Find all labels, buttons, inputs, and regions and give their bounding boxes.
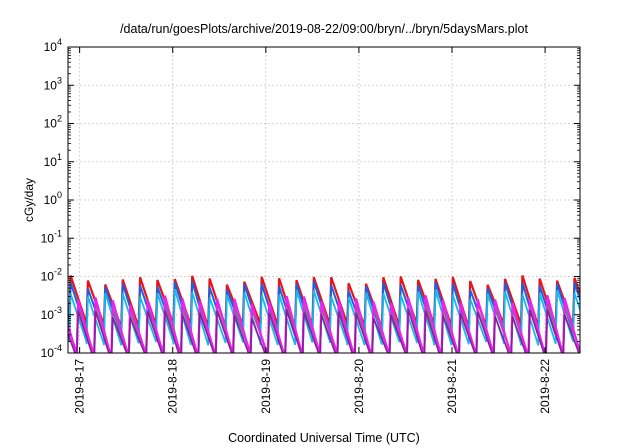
x-tick-label: 2019-8-21 — [445, 359, 459, 414]
x-tick-label: 2019-8-19 — [259, 359, 273, 414]
x-tick-label: 2019-8-20 — [352, 359, 366, 414]
series-line — [68, 294, 580, 353]
y-tick-label: 10-3 — [41, 305, 62, 322]
y-tick-label: 10-4 — [41, 343, 62, 360]
x-tick-label: 2019-8-22 — [538, 359, 552, 414]
y-tick-label: 100 — [44, 190, 62, 207]
axis-ticks: 10-4 10-3 10-2 10-1 100 101 102 103 104 2019-8-17… — [41, 37, 580, 414]
series-line — [68, 288, 580, 346]
y-tick-label: 104 — [44, 37, 62, 54]
y-tick-label: 103 — [44, 75, 62, 92]
y-tick-label: 101 — [44, 152, 62, 169]
y-axis-label: cGy/day — [22, 178, 36, 222]
data-series — [68, 275, 580, 353]
x-tick-label: 2019-8-18 — [166, 359, 180, 414]
series-line — [68, 309, 580, 353]
y-tick-label: 10-2 — [41, 267, 62, 284]
grid — [68, 47, 580, 353]
x-tick-label: 2019-8-17 — [73, 359, 87, 414]
x-axis-label: Coordinated Universal Time (UTC) — [228, 431, 420, 445]
y-tick-label: 10-1 — [41, 228, 62, 245]
chart-title: /data/run/goesPlots/archive/2019-08-22/0… — [120, 22, 528, 36]
y-tick-label: 102 — [44, 114, 62, 131]
